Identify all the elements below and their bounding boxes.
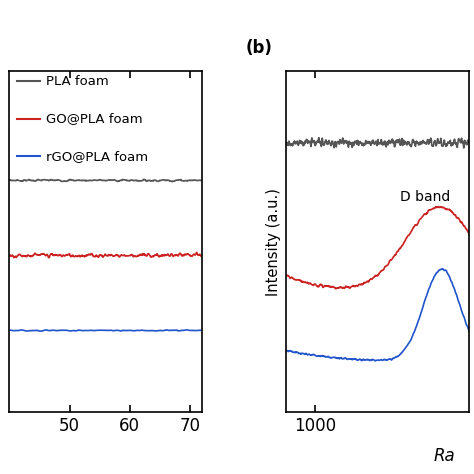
Text: GO@PLA foam: GO@PLA foam [46, 112, 143, 126]
Text: Ra: Ra [433, 447, 455, 465]
Y-axis label: Intensity (a.u.): Intensity (a.u.) [265, 188, 281, 296]
Text: PLA foam: PLA foam [46, 75, 109, 88]
Text: rGO@PLA foam: rGO@PLA foam [46, 150, 148, 163]
Text: (b): (b) [246, 39, 273, 57]
Text: D band: D band [400, 190, 450, 204]
